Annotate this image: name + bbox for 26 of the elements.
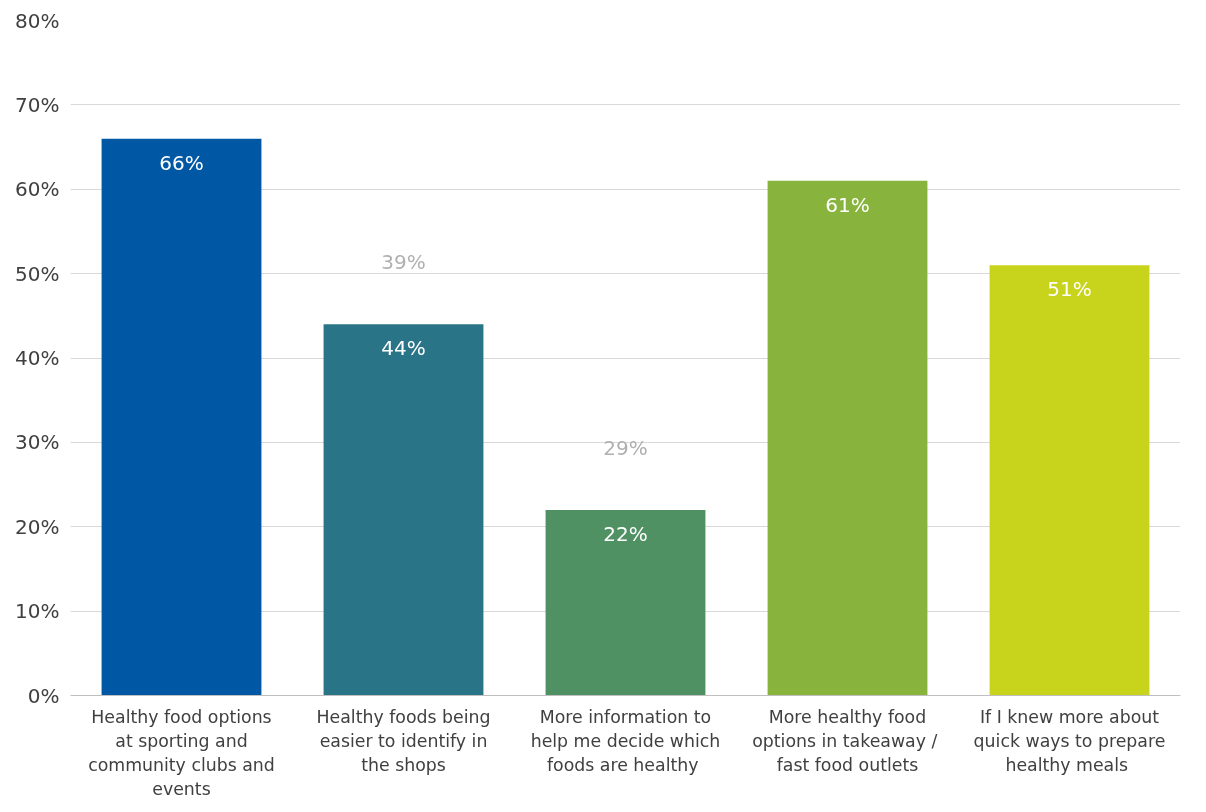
annotation: 39% <box>381 250 426 275</box>
data-label: 44% <box>381 336 426 361</box>
data-label: 22% <box>603 521 648 546</box>
y-tick-label: 70% <box>15 92 60 117</box>
y-tick-label: 30% <box>15 430 60 455</box>
y-tick-label: 40% <box>15 346 60 370</box>
y-tick-label: 10% <box>15 599 60 624</box>
bar <box>323 324 484 696</box>
x-tick-label: If I knew more about quick ways to prepare healthy meals <box>973 706 1166 775</box>
y-tick-label: 80% <box>15 8 60 33</box>
x-tick-label: Healthy food options at sporting and community clubs and events <box>88 706 275 799</box>
x-tick-label: More information to help me decide which foods are healthy <box>530 706 721 775</box>
bar <box>545 509 706 696</box>
data-label: 51% <box>1047 277 1092 302</box>
y-tick-label: 50% <box>15 261 60 286</box>
data-label: 61% <box>825 192 870 217</box>
y-tick-label: 20% <box>15 514 60 539</box>
annotation: 29% <box>603 435 648 460</box>
bar <box>101 138 262 696</box>
y-tick-label: 0% <box>27 683 60 708</box>
x-tick-label: Healthy foods being easier to identify in the shops <box>316 706 491 775</box>
data-label: 66% <box>159 150 204 175</box>
x-tick-label: More healthy food options in takeaway / fast food outlets <box>752 706 938 775</box>
bar <box>989 265 1150 696</box>
bar <box>767 180 928 696</box>
y-tick-label: 60% <box>15 177 60 202</box>
